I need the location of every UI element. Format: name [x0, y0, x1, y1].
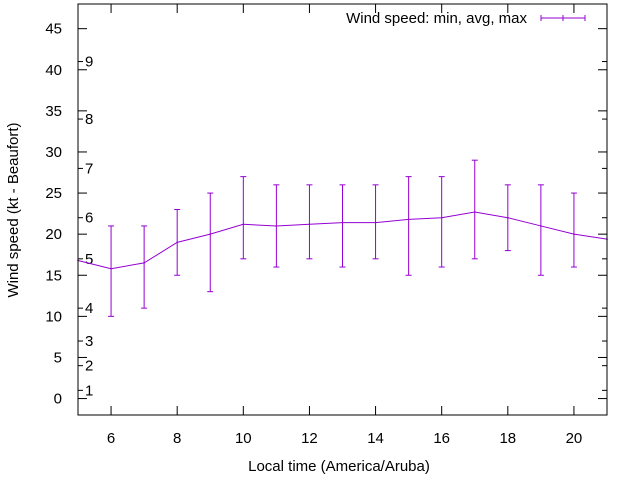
x-tick-labels: 6 8 10 12 14 16 18 20 [107, 430, 582, 447]
y-tick-label: 30 [45, 144, 62, 161]
beaufort-label: 7 [85, 160, 93, 177]
y-tick-label: 45 [45, 21, 62, 38]
y-tick-label: 40 [45, 62, 62, 79]
data-point [573, 233, 575, 235]
x-tick-label: 6 [107, 430, 115, 447]
legend-label: Wind speed: min, avg, max [346, 10, 527, 27]
data-point [407, 218, 410, 221]
beaufort-label: 3 [85, 333, 93, 350]
x-tick-label: 16 [433, 430, 450, 447]
axis-ticks [78, 4, 607, 415]
beaufort-label: 9 [85, 54, 93, 71]
x-tick-label: 20 [566, 430, 583, 447]
beaufort-labels: 1 2 3 4 5 6 7 8 9 [85, 54, 93, 400]
x-tick-label: 18 [499, 430, 516, 447]
legend: Wind speed: min, avg, max [346, 10, 586, 27]
beaufort-label: 8 [85, 111, 93, 128]
y-tick-label: 35 [45, 103, 62, 120]
y-tick-label: 15 [45, 267, 62, 284]
y-tick-label: 25 [45, 185, 62, 202]
y-tick-labels: 0 5 10 15 20 25 30 35 40 45 [45, 21, 62, 408]
data-point [440, 216, 443, 219]
x-tick-label: 14 [367, 430, 384, 447]
data-point [374, 221, 377, 224]
x-tick-label: 10 [235, 430, 252, 447]
data-point [242, 223, 245, 226]
data-point [473, 211, 476, 213]
data-point [209, 233, 212, 235]
x-tick-label: 12 [301, 430, 318, 447]
beaufort-label: 4 [85, 300, 93, 317]
data-point [540, 225, 542, 227]
data-point [507, 216, 509, 219]
x-axis-label: Local time (America/Aruba) [248, 458, 430, 475]
legend-key [540, 15, 586, 21]
data-point [176, 241, 178, 244]
y-tick-label: 5 [54, 349, 62, 366]
data-point [143, 262, 145, 264]
data-point [341, 221, 344, 224]
beaufort-label: 6 [85, 210, 93, 227]
x-tick-label: 8 [173, 430, 181, 447]
y-tick-label: 10 [45, 308, 62, 325]
y-axis-label: Wind speed (kt - Beaufort) [5, 122, 22, 297]
y-tick-label: 20 [45, 226, 62, 243]
data-point [275, 225, 278, 227]
beaufort-label: 1 [85, 382, 93, 399]
beaufort-label: 2 [85, 358, 93, 375]
beaufort-label: 5 [85, 251, 93, 268]
y-tick-label: 0 [54, 391, 62, 408]
data-point [110, 267, 112, 270]
data-point [308, 223, 311, 226]
wind-speed-series [77, 159, 608, 317]
plot-frame [77, 3, 608, 416]
